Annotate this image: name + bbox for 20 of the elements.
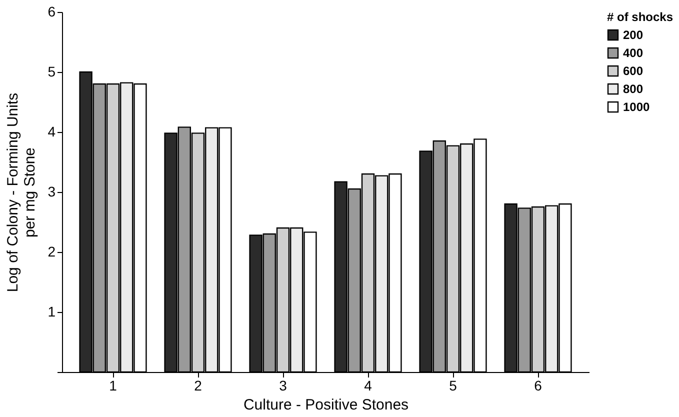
x-tick-label: 6 <box>534 378 542 394</box>
legend-label: 1000 <box>623 100 650 114</box>
legend-title: # of shocks <box>607 10 674 24</box>
y-tick-label: 6 <box>48 4 56 20</box>
x-tick-label: 4 <box>364 378 372 394</box>
x-tick-label: 5 <box>449 378 458 394</box>
y-tick-label: 3 <box>48 184 56 200</box>
y-tick-label: 2 <box>48 244 56 260</box>
legend-label: 200 <box>623 28 644 42</box>
y-tick-label: 4 <box>48 124 56 140</box>
y-axis-title: Log of Colony - Forming Units per mg Stone <box>4 92 39 292</box>
y-tick-label: 5 <box>48 64 56 80</box>
legend-label: 600 <box>623 64 644 78</box>
x-axis-title: Culture - Positive Stones <box>243 396 409 414</box>
x-tick-label: 2 <box>194 378 202 394</box>
x-tick-label: 3 <box>279 378 288 394</box>
y-tick-label: 1 <box>48 304 56 320</box>
legend-label: 800 <box>623 82 644 96</box>
x-tick-label: 1 <box>109 378 118 394</box>
legend-label: 400 <box>623 46 644 60</box>
